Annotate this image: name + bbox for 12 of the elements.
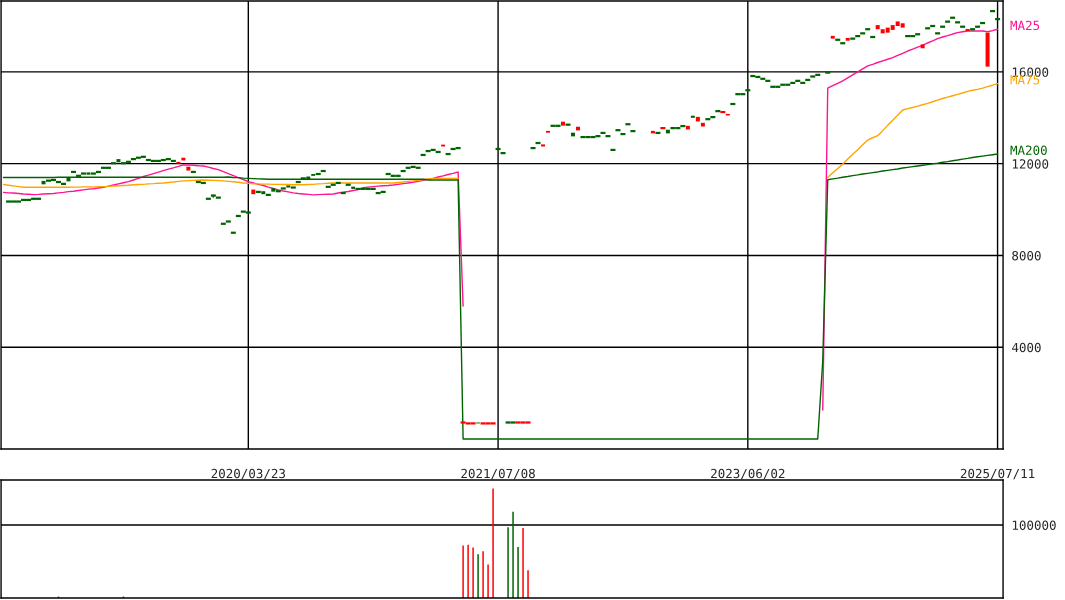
y-tick-label: 100000: [1012, 520, 1056, 530]
y-tick-label: 12000: [1012, 159, 1049, 169]
x-tick-label: 2023/06/02: [711, 468, 785, 480]
x-tick-label: 2020/03/23: [211, 468, 286, 480]
series-label: MA25: [1010, 20, 1040, 31]
x-tick-label: 2025/07/11: [960, 468, 1035, 480]
y-tick-label: 8000: [1012, 250, 1041, 261]
y-tick-label: 4000: [1012, 342, 1041, 353]
y-tick-label: 16000: [1012, 67, 1049, 77]
series-label: MA200: [1010, 145, 1047, 155]
x-tick-label: 2021/07/08: [461, 468, 535, 480]
series-label: MA75: [1010, 75, 1040, 85]
